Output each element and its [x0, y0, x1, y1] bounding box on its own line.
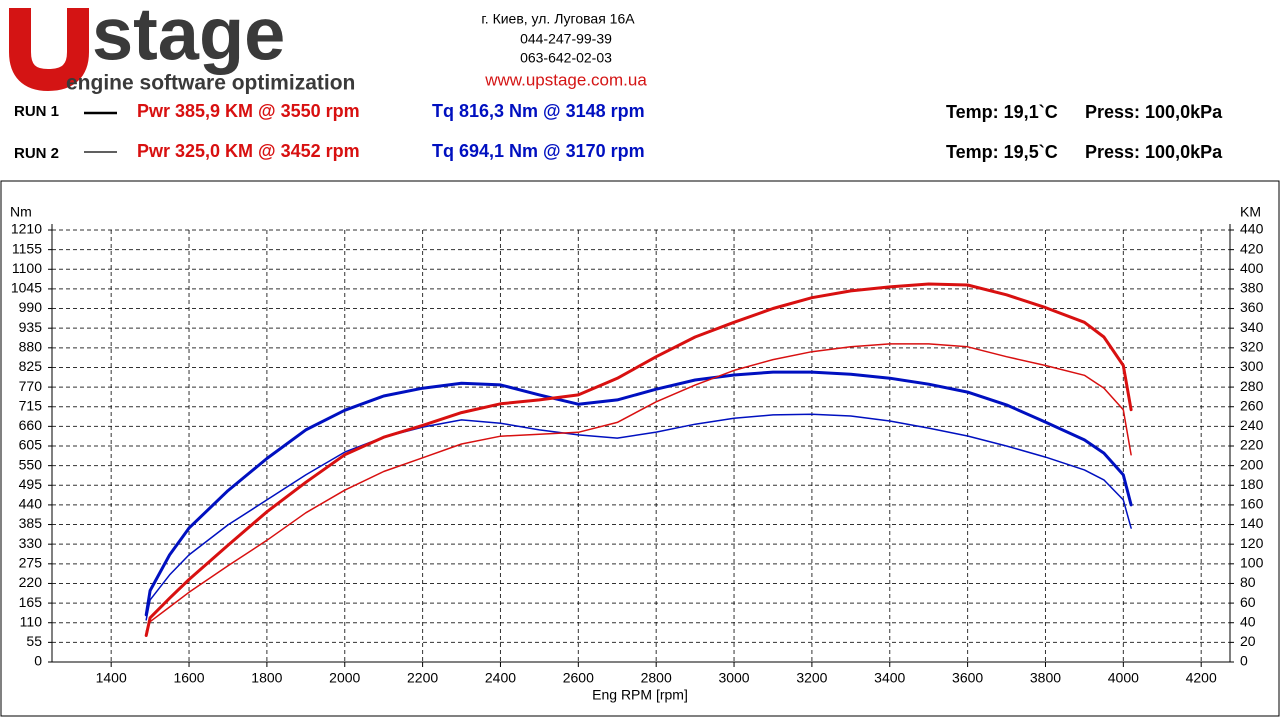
- y-tick-label: 440: [19, 496, 43, 512]
- y2-tick-label: 240: [1240, 417, 1264, 433]
- run-press: Press: 100,0kPa: [1085, 142, 1223, 162]
- address-line: 044-247-99-39: [520, 31, 612, 47]
- y2-tick-label: 300: [1240, 358, 1264, 374]
- y2-axis-title: KM: [1240, 204, 1261, 220]
- run-info: RUN 1 Pwr 385,9 KM @ 3550 rpm Tq 816,3 N…: [14, 101, 1223, 162]
- run-torque: Tq 694,1 Nm @ 3170 rpm: [432, 141, 645, 161]
- y2-tick-label: 440: [1240, 221, 1264, 237]
- website: www.upstage.com.ua: [484, 70, 647, 89]
- series-line: [144, 282, 1133, 637]
- y2-tick-label: 260: [1240, 397, 1264, 413]
- y-tick-label: 880: [19, 339, 43, 355]
- x-tick-label: 2600: [563, 670, 594, 686]
- y2-tick-label: 220: [1240, 437, 1264, 453]
- y-tick-label: 385: [19, 515, 43, 531]
- y2-tick-label: 340: [1240, 319, 1264, 335]
- y2-tick-label: 280: [1240, 378, 1264, 394]
- y-tick-label: 550: [19, 456, 43, 472]
- y-tick-label: 330: [19, 535, 43, 551]
- logo-arrow: [36, 18, 60, 62]
- run-temp: Temp: 19,5`C: [946, 142, 1058, 162]
- y-tick-label: 715: [19, 397, 43, 413]
- y-axis-title: Nm: [10, 204, 32, 220]
- y2-tick-label: 40: [1240, 613, 1256, 629]
- run-power: Pwr 385,9 KM @ 3550 rpm: [137, 101, 360, 121]
- run-torque: Tq 816,3 Nm @ 3148 rpm: [432, 101, 645, 121]
- y-tick-label: 165: [19, 594, 43, 610]
- run-label: RUN 1: [14, 103, 59, 120]
- y-tick-label: 1210: [11, 221, 42, 237]
- run-press: Press: 100,0kPa: [1085, 102, 1223, 122]
- series-line: [144, 370, 1133, 617]
- y2-tick-label: 60: [1240, 594, 1256, 610]
- x-tick-label: 3200: [796, 670, 827, 686]
- logo-name: stage: [92, 0, 285, 76]
- series-line: [145, 413, 1132, 621]
- x-tick-label: 1800: [251, 670, 282, 686]
- logo-u: [9, 8, 89, 92]
- y2-tick-label: 20: [1240, 633, 1256, 649]
- y-tick-label: 1045: [11, 280, 42, 296]
- x-tick-label: 3800: [1030, 670, 1061, 686]
- series-line: [145, 343, 1132, 633]
- y2-tick-label: 380: [1240, 280, 1264, 296]
- y2-tick-label: 320: [1240, 339, 1264, 355]
- run-temp: Temp: 19,1`C: [946, 102, 1058, 122]
- x-axis-title: Eng RPM [rpm]: [592, 687, 688, 703]
- logo: stage engine software optimization: [9, 0, 355, 95]
- y-tick-label: 605: [19, 437, 43, 453]
- logo-tagline: engine software optimization: [66, 72, 355, 95]
- x-tick-label: 3400: [874, 670, 905, 686]
- y-tick-label: 0: [34, 653, 42, 669]
- y-tick-label: 990: [19, 299, 43, 315]
- x-tick-label: 1600: [173, 670, 204, 686]
- y2-tick-label: 0: [1240, 653, 1248, 669]
- y-tick-label: 495: [19, 476, 43, 492]
- x-tick-label: 2800: [641, 670, 672, 686]
- y-tick-label: 660: [19, 417, 43, 433]
- y2-tick-label: 100: [1240, 555, 1264, 571]
- y2-tick-label: 200: [1240, 456, 1264, 472]
- y-tick-label: 110: [20, 613, 43, 629]
- y2-tick-label: 420: [1240, 240, 1264, 256]
- y2-tick-label: 140: [1240, 515, 1264, 531]
- x-tick-label: 3600: [952, 670, 983, 686]
- y2-tick-label: 80: [1240, 574, 1256, 590]
- y-tick-label: 55: [26, 633, 42, 649]
- run-label: RUN 2: [14, 145, 59, 162]
- x-tick-label: 2400: [485, 670, 516, 686]
- y2-tick-label: 360: [1240, 299, 1264, 315]
- y-tick-label: 770: [19, 378, 43, 394]
- x-tick-label: 3000: [718, 670, 749, 686]
- address: г. Киев, ул. Луговая 16А 044-247-99-39 0…: [481, 11, 647, 90]
- y-tick-label: 275: [19, 555, 43, 571]
- chart: 0 55 110 165 220 275 330 385 440 495 550 605 660 715 7…: [10, 204, 1264, 703]
- y-tick-label: 1155: [12, 240, 42, 256]
- x-tick-label: 2000: [329, 670, 360, 686]
- y-tick-label: 825: [19, 358, 43, 374]
- x-tick-label: 4200: [1186, 670, 1217, 686]
- y-tick-label: 1100: [12, 260, 42, 276]
- x-tick-label: 4000: [1108, 670, 1139, 686]
- y2-tick-label: 160: [1240, 496, 1264, 512]
- y-tick-label: 220: [19, 574, 43, 590]
- chart-frame: [0, 180, 1280, 717]
- run-power: Pwr 325,0 KM @ 3452 rpm: [137, 141, 360, 161]
- y2-tick-label: 120: [1240, 535, 1264, 551]
- y2-tick-label: 400: [1240, 260, 1264, 276]
- y-tick-label: 935: [19, 319, 43, 335]
- address-line: 063-642-02-03: [520, 50, 612, 66]
- x-tick-label: 2200: [407, 670, 438, 686]
- y2-tick-label: 180: [1240, 476, 1264, 492]
- address-line: г. Киев, ул. Луговая 16А: [481, 11, 635, 27]
- x-tick-label: 1400: [96, 670, 127, 686]
